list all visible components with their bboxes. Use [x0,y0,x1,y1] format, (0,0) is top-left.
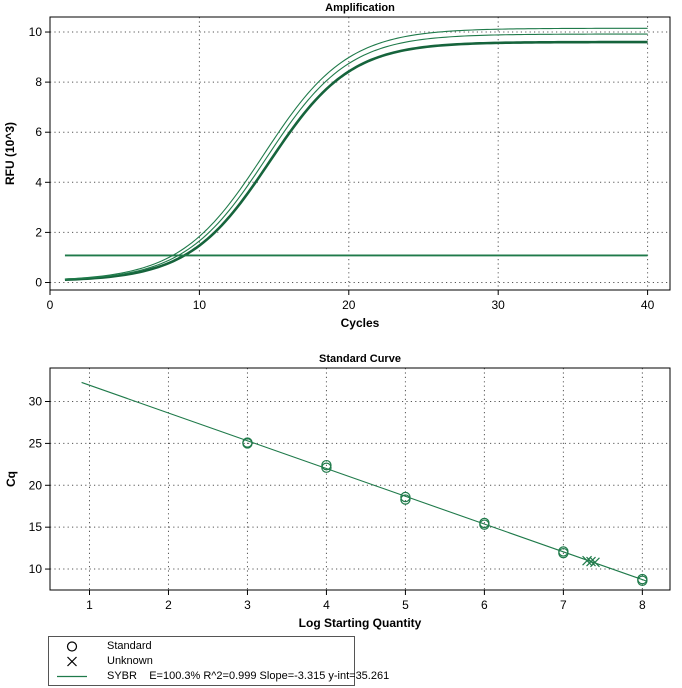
amp-ylabel: RFU (10^3) [3,122,17,185]
std-standard-point-8 [479,519,490,530]
amp-series-line-2 [64,33,648,280]
std-unknown-point-3 [590,557,600,568]
amp-ytick-label-0: 0 [35,275,42,289]
legend-standard: Standard [49,639,354,654]
std-xtick-label-7: 8 [639,598,646,612]
std-standard-point-10 [558,547,569,559]
std-standard-point-6 [400,494,411,505]
amp-title: Amplification [325,2,395,14]
std-unknown-point-1 [582,555,592,566]
x-marker-icon [67,656,77,667]
amp-xtick-label-1: 10 [193,298,207,312]
std-standard-point-4 [321,462,332,473]
std-ytick-label-4: 30 [29,395,43,409]
std-xtick-label-4: 5 [402,598,409,612]
legend-fit-stats: E=100.3% R^2=0.999 Slope=-3.315 y-int=35… [149,670,390,682]
std-standard-point-3 [321,459,332,471]
std-plot-border [49,367,671,591]
std-ytick-label-0: 10 [29,562,43,576]
std-unknown-point-2 [586,556,596,567]
std-fit-line [81,381,647,582]
legend-unknown-label: Unknown [107,655,153,667]
legend-fit: SYBR E=100.3% R^2=0.999 Slope=-3.315 y-i… [49,669,389,684]
std-xlabel: Log Starting Quantity [299,616,422,630]
legend-unknown: Unknown [49,654,354,669]
amp-ytick-label-3: 6 [35,125,42,139]
std-standard-point-12 [637,575,648,586]
legend-fit-name: SYBR [107,670,137,682]
std-xtick-label-5: 6 [481,598,488,612]
circle-marker-icon [66,641,78,652]
chart-legend: Standard Unknown SYBR E=100.3% R^2=0.999… [48,636,389,686]
amp-xtick-label-2: 20 [342,298,356,312]
amp-ytick-label-4: 8 [35,75,42,89]
std-xtick-label-1: 2 [165,598,172,612]
amp-xlabel: Cycles [341,316,380,330]
std-xtick-label-0: 1 [86,598,93,612]
std-ytick-label-1: 15 [29,520,43,534]
amp-ytick-label-1: 2 [35,225,42,239]
amp-xtick-label-3: 30 [492,298,506,312]
legend-fit-label: SYBR E=100.3% R^2=0.999 Slope=-3.315 y-i… [107,670,389,682]
amp-ytick-label-2: 4 [35,175,42,189]
std-xtick-label-2: 3 [244,598,251,612]
std-ytick-label-2: 20 [29,478,43,492]
std-ytick-label-3: 25 [29,436,43,450]
standard-curve-chart: 1 2 3 4 5 6 7 8 10 15 20 25 30 Standard Curve Log Star… [4,353,671,630]
std-title: Standard Curve [319,353,401,365]
fit-line-icon [57,675,87,678]
std-xtick-label-3: 4 [323,598,330,612]
amp-ytick-label-5: 10 [29,25,43,39]
amp-plot-border [49,16,671,291]
amp-xtick-label-0: 0 [47,298,54,312]
std-ylabel: Cq [4,471,18,487]
amplification-chart: 0 10 20 30 40 0 2 4 6 8 10 Amplification Cycles RFU (… [3,2,671,330]
std-standard-point-2 [242,438,253,449]
amp-xtick-label-4: 40 [641,298,655,312]
amp-series-line-1 [64,40,648,282]
legend-standard-label: Standard [107,640,152,652]
std-standard-point-5 [400,491,411,503]
std-xtick-label-6: 7 [560,598,567,612]
amp-series-line-3 [64,27,648,280]
